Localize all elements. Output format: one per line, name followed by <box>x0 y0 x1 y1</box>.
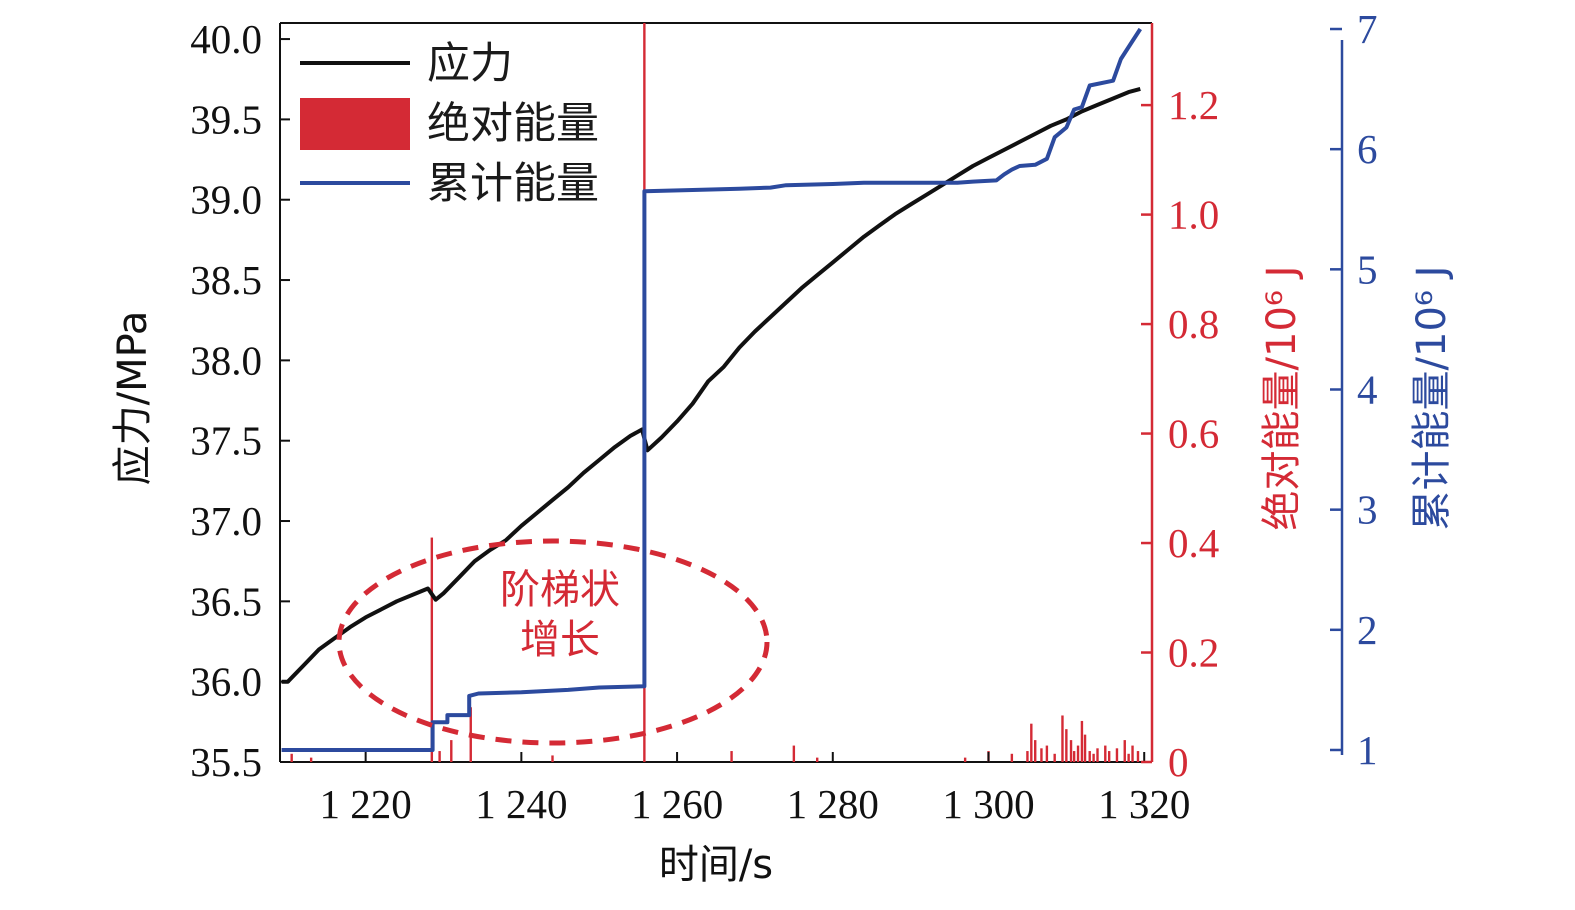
y-left-tick-label: 37.5 <box>190 418 262 464</box>
y-left-tick-label: 35.5 <box>190 739 262 785</box>
y-right-1-tick-label: 1.2 <box>1168 82 1219 128</box>
y-right-1-axis-title: 绝对能量/10⁶ J <box>1259 266 1305 531</box>
absolute-energy-bar <box>1069 740 1073 762</box>
absolute-energy-bar <box>1127 753 1130 762</box>
y-right-2-tick-label: 3 <box>1357 487 1378 533</box>
y-left-tick-label: 37.0 <box>190 498 262 544</box>
y-right-1-tick-label: 1.0 <box>1168 192 1219 238</box>
annotation-dashed-ellipse <box>336 538 770 746</box>
absolute-energy-bar <box>1053 753 1056 762</box>
y-left-axis-title: 应力/MPa <box>110 311 156 486</box>
y-left-tick-label: 38.0 <box>190 337 262 383</box>
absolute-energy-bar <box>816 757 819 762</box>
x-tick-label: 1 320 <box>1098 781 1190 827</box>
y-right-2-tick-label: 6 <box>1357 126 1378 172</box>
y-right-1-tick-label: 0.2 <box>1168 630 1219 676</box>
absolute-energy-bar <box>1131 745 1134 762</box>
absolute-energy-bar <box>1061 715 1064 762</box>
legend: 应力 绝对能量 累计能量 <box>300 39 599 209</box>
stress-line <box>281 86 1141 684</box>
x-axis-title: 时间/s <box>659 842 773 888</box>
y-left-tick-label: 40.0 <box>190 16 262 62</box>
x-tick-label: 1 280 <box>787 781 879 827</box>
legend-swatch-absolute-energy <box>300 98 410 150</box>
absolute-energy-bar <box>1136 751 1140 762</box>
y-right-1-tick-label: 0.4 <box>1168 520 1219 566</box>
absolute-energy-bar <box>1083 734 1087 762</box>
absolute-energy-bar <box>1034 740 1037 762</box>
plot-frame <box>279 22 1344 763</box>
absolute-energy-bar <box>1026 751 1029 762</box>
absolute-energy-bar <box>1030 723 1033 762</box>
absolute-energy-bar <box>792 745 796 762</box>
absolute-energy-bar <box>1045 745 1049 762</box>
absolute-energy-bar <box>450 740 453 762</box>
y-right-2-tick-label: 4 <box>1357 366 1378 412</box>
x-tick-label: 1 300 <box>942 781 1034 827</box>
y-right-1-tick-label: 0 <box>1168 739 1189 785</box>
y-left-tick-label: 36.5 <box>190 578 262 624</box>
y-left-tick-label: 38.5 <box>190 257 262 303</box>
y-right-2-tick-label: 7 <box>1357 6 1378 52</box>
annotation-line-1: 阶梯状 <box>500 567 620 613</box>
y-right-1-tick-label: 0.6 <box>1168 411 1219 457</box>
y-right-2-axis-title: 累计能量/10⁶ J <box>1409 266 1455 531</box>
y-left-tick-label: 39.0 <box>190 177 262 223</box>
absolute-energy-bar <box>1115 748 1119 762</box>
step-growth-annotation: 阶梯状 增长 <box>336 538 770 746</box>
legend-label-absolute-energy: 绝对能量 <box>427 99 599 149</box>
y-left-tick-label: 36.0 <box>190 659 262 705</box>
absolute-energy-bar <box>1040 748 1043 762</box>
legend-label-stress: 应力 <box>427 39 513 89</box>
absolute-energy-bar <box>1107 751 1111 762</box>
series-lines <box>281 27 1142 752</box>
absolute-energy-bar <box>290 753 293 762</box>
y-left-tick-label: 39.5 <box>190 96 262 142</box>
absolute-energy-bar <box>438 751 441 762</box>
absolute-energy-bar <box>1092 753 1095 762</box>
x-tick-label: 1 220 <box>320 781 412 827</box>
absolute-energy-bar <box>1076 745 1080 762</box>
annotation-line-2: 增长 <box>520 617 600 663</box>
absolute-energy-bar <box>430 537 434 762</box>
absolute-energy-bar <box>309 757 313 762</box>
cumulative-energy-line <box>281 27 1142 752</box>
absolute-energy-bar <box>730 751 733 762</box>
absolute-energy-bar <box>1123 740 1126 762</box>
y-right-1-tick-label: 0.8 <box>1168 301 1219 347</box>
absolute-energy-bar <box>1088 751 1091 762</box>
absolute-energy-bar <box>1065 729 1068 762</box>
absolute-energy-bar <box>1080 720 1084 762</box>
absolute-energy-bar <box>963 757 967 762</box>
x-tick-label: 1 240 <box>475 781 567 827</box>
absolute-energy-bar <box>1104 745 1107 762</box>
absolute-energy-bar <box>1072 751 1076 762</box>
axis-ticks: 1 220 1 240 1 260 1 280 1 300 1 32035.536.036… <box>190 6 1377 827</box>
absolute-energy-bar <box>1096 748 1099 762</box>
y-right-2-tick-label: 1 <box>1357 727 1378 773</box>
absolute-energy-bar <box>1010 753 1014 762</box>
y-right-2-tick-label: 2 <box>1357 607 1378 653</box>
absolute-energy-bars <box>290 23 1140 762</box>
legend-label-cumulative-energy: 累计能量 <box>427 159 599 209</box>
x-tick-label: 1 260 <box>631 781 723 827</box>
y-right-2-tick-label: 5 <box>1357 246 1378 292</box>
absolute-energy-bar <box>551 755 554 762</box>
